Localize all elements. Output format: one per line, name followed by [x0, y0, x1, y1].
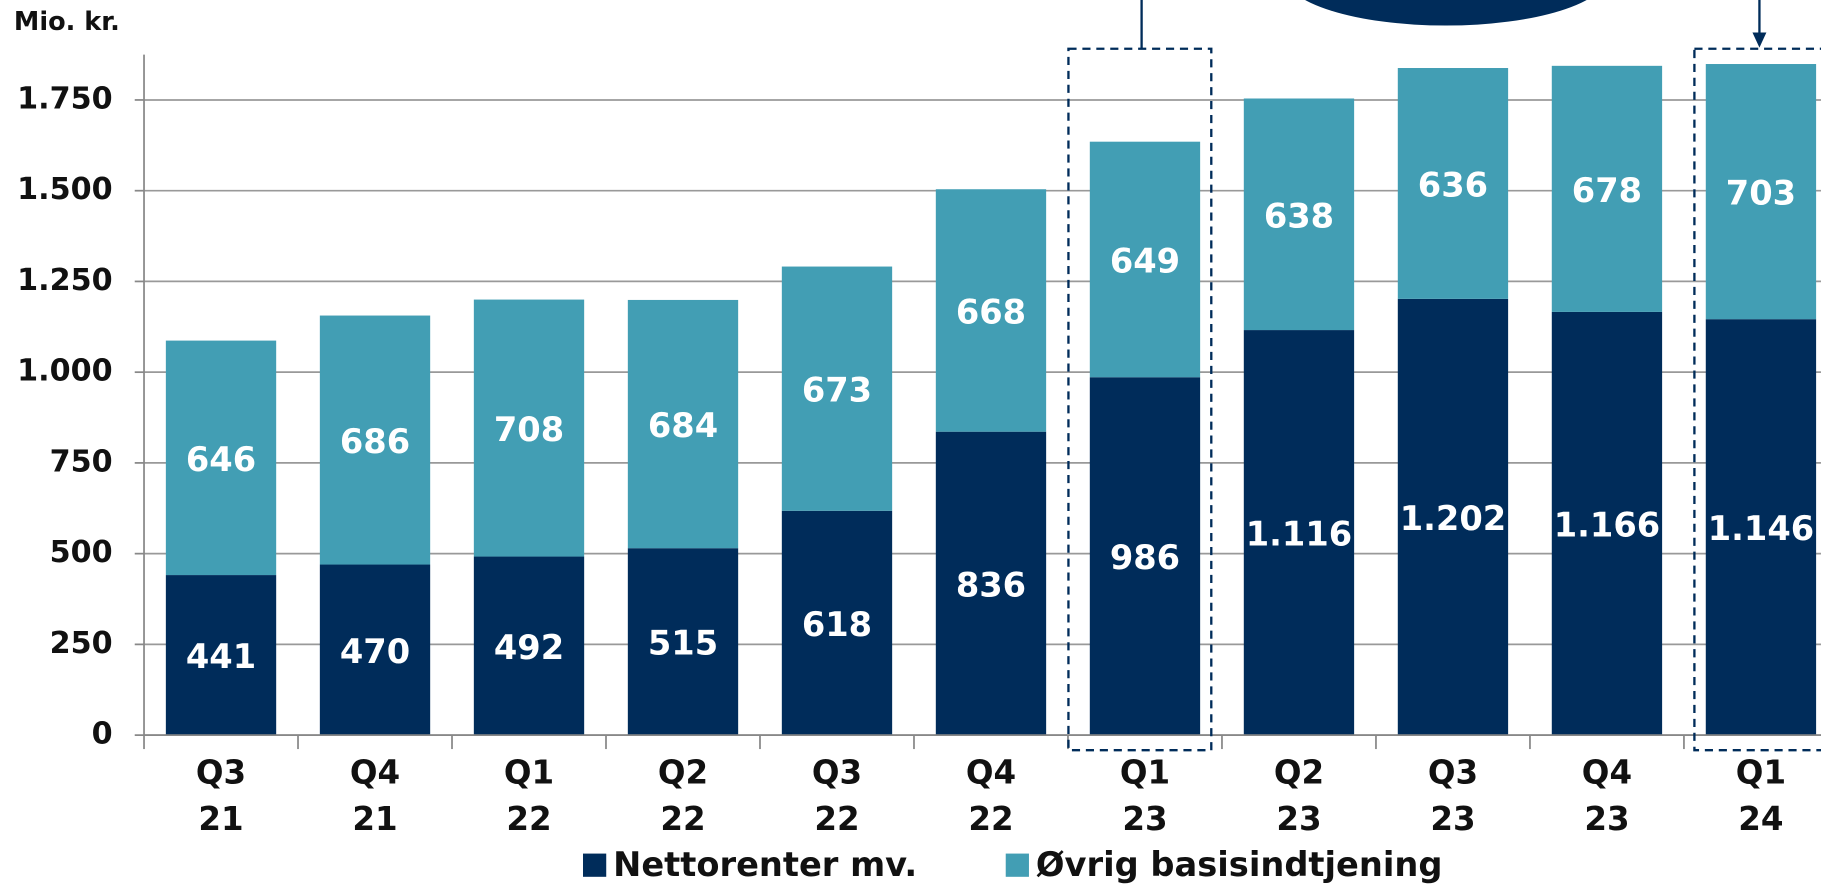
bar-segment: [473, 299, 585, 557]
bar-segment: [1551, 65, 1663, 312]
legend-label: Nettorenter mv.: [613, 845, 917, 884]
x-tick-label: 22: [506, 800, 551, 838]
callout-bubble: [1305, 0, 1587, 26]
data-label: 668: [956, 292, 1026, 331]
legend-swatch: [1005, 853, 1029, 877]
data-label: 1.116: [1246, 515, 1352, 554]
y-tick-label: 250: [50, 626, 113, 661]
bar-segment: [627, 299, 739, 549]
bar-segment: [781, 266, 893, 511]
data-label: 492: [494, 628, 564, 667]
x-tick-label: 22: [814, 800, 859, 838]
legend-label: Øvrig basisindtjening: [1036, 845, 1442, 884]
legend-swatch: [583, 853, 607, 877]
data-label: 1.202: [1400, 499, 1506, 538]
data-label: 686: [340, 422, 410, 461]
x-tick-label: Q2: [658, 754, 708, 792]
data-label: 836: [956, 565, 1026, 604]
x-tick-label: 22: [660, 800, 705, 838]
bar-segment: [1705, 64, 1817, 320]
y-tick-label: 1.750: [17, 81, 113, 116]
x-tick-label: Q2: [1274, 754, 1324, 792]
x-tick-label: 23: [1584, 800, 1629, 838]
bar-segment: [935, 431, 1047, 736]
bar-segment: [627, 548, 739, 736]
bar-segment: [781, 510, 893, 736]
x-tick-label: 21: [352, 800, 397, 838]
arrow-head: [1752, 32, 1767, 48]
data-label: 708: [494, 410, 564, 449]
y-tick-label: 750: [50, 444, 113, 479]
bar-segment: [1551, 311, 1663, 736]
data-label: 673: [802, 371, 872, 410]
data-label: 678: [1572, 171, 1642, 210]
x-tick-label: Q1: [504, 754, 554, 792]
x-tick-label: 23: [1430, 800, 1475, 838]
bar-segment: [319, 564, 431, 736]
y-axis-title: Mio. kr.: [14, 7, 120, 37]
x-tick-label: 21: [198, 800, 243, 838]
x-tick-label: 23: [1122, 800, 1167, 838]
highlight-box: [1067, 47, 1213, 752]
bar-segment: [1243, 98, 1355, 331]
x-tick-label: Q3: [812, 754, 862, 792]
bar-segment: [935, 189, 1047, 432]
y-tick-label: 1.500: [17, 172, 113, 207]
bar-segment: [1243, 330, 1355, 736]
data-label: 618: [802, 605, 872, 644]
x-tick-label: Q1: [1120, 754, 1170, 792]
bar-segment: [319, 315, 431, 565]
data-label: 684: [648, 406, 718, 445]
data-label: 470: [340, 632, 410, 671]
data-label: 646: [186, 440, 256, 479]
data-label: 649: [1110, 241, 1180, 280]
data-label: 986: [1110, 538, 1180, 577]
bar-segment: [165, 340, 277, 576]
data-label: 638: [1264, 196, 1334, 235]
plot: 0 250 500 750 1.000 1.250 1.500 1.750 441 646 Q3 21…: [17, 54, 1821, 884]
data-label: 515: [648, 624, 718, 663]
y-tick-label: 500: [50, 535, 113, 570]
x-tick-label: Q3: [1428, 754, 1478, 792]
x-tick-label: 24: [1738, 800, 1783, 838]
highlight-box: [1693, 47, 1821, 752]
data-label: 636: [1418, 165, 1488, 204]
x-tick-label: 22: [968, 800, 1013, 838]
bar-segment: [165, 575, 277, 736]
bar-segment: [1089, 141, 1201, 378]
bar-segment: [1089, 377, 1201, 736]
x-tick-label: Q4: [350, 754, 400, 792]
y-tick-label: 1.250: [17, 263, 113, 298]
x-tick-label: Q4: [1582, 754, 1632, 792]
x-tick-label: Q1: [1736, 754, 1786, 792]
bar-segment: [473, 556, 585, 736]
x-tick-label: Q3: [196, 754, 246, 792]
bar-segment: [1705, 319, 1817, 736]
y-tick-label: 1.000: [17, 354, 113, 389]
data-label: 703: [1726, 174, 1796, 213]
data-label: 1.146: [1708, 509, 1814, 548]
bar-segment: [1397, 68, 1509, 299]
y-tick-label: 0: [92, 717, 113, 752]
bar-segment: [1397, 298, 1509, 736]
data-label: 441: [186, 637, 256, 676]
x-tick-label: Q4: [966, 754, 1016, 792]
x-tick-label: 23: [1276, 800, 1321, 838]
data-label: 1.166: [1554, 506, 1660, 545]
